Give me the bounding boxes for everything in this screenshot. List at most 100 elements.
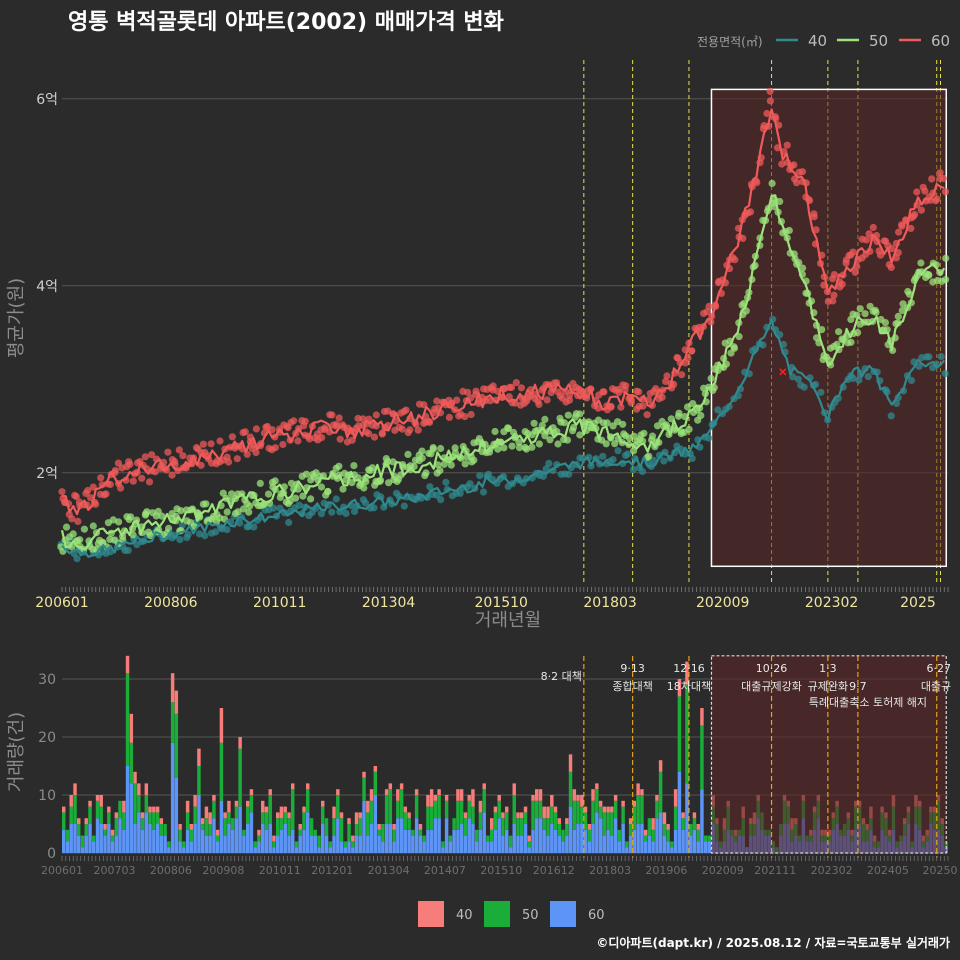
scatter-point-60 (125, 458, 133, 466)
bar-50 (388, 789, 393, 824)
scatter-point-60 (766, 97, 775, 105)
bar-50 (268, 795, 272, 824)
bar-60 (670, 847, 674, 853)
bar-50 (467, 800, 471, 819)
scatter-point-60 (216, 437, 224, 445)
scatter-point-50 (611, 440, 619, 448)
bar-60 (531, 829, 535, 853)
bar-60 (561, 841, 565, 853)
bar-60 (73, 824, 77, 853)
legend-label-40: 40 (808, 32, 827, 50)
bar-60 (501, 835, 505, 853)
bar-40 (287, 812, 291, 819)
bottom-legend-key-60 (550, 901, 576, 927)
bar-60 (647, 835, 652, 853)
bar-50 (411, 829, 415, 836)
scatter-point-50 (563, 436, 572, 444)
bar-50 (238, 748, 242, 807)
bar-50 (227, 812, 231, 824)
bar-60 (628, 835, 633, 853)
scatter-point-40 (937, 353, 945, 361)
bar-60 (242, 835, 246, 853)
bar-60 (144, 812, 149, 853)
bar-50 (140, 818, 145, 830)
bar-40 (467, 795, 471, 801)
bar-60 (283, 824, 287, 853)
bottom-legend-label-50: 50 (522, 908, 539, 923)
scatter-point-50 (560, 419, 568, 427)
bar-60 (441, 847, 445, 853)
scatter-point-60 (887, 263, 895, 271)
bar-50 (689, 824, 693, 836)
bar-60 (152, 829, 156, 853)
bar-50 (572, 800, 577, 830)
bar-40 (666, 824, 670, 830)
bar-50 (426, 806, 430, 830)
bar-60 (478, 829, 483, 853)
bar-60 (215, 841, 220, 853)
scatter-point-60 (607, 402, 615, 410)
scatter-point-40 (907, 376, 916, 385)
bar-50 (73, 795, 77, 824)
bar-60 (689, 835, 693, 853)
scatter-point-50 (508, 442, 516, 450)
bar-50 (208, 824, 212, 836)
scatter-point-60 (798, 168, 807, 176)
top-ytick-label: 2억 (36, 466, 58, 482)
scatter-point-50 (69, 530, 77, 538)
bar-60 (65, 841, 70, 853)
scatter-point-40 (479, 488, 488, 496)
bar-50 (437, 795, 441, 819)
bar-50 (546, 818, 550, 836)
scatter-point-50 (410, 462, 418, 471)
bar-60 (467, 818, 471, 853)
bar-60 (456, 829, 460, 853)
bottom-xtick-label: 201011 (259, 864, 301, 877)
bar-60 (512, 824, 516, 853)
bar-50 (696, 829, 700, 842)
bar-60 (553, 829, 558, 853)
scatter-point-50 (835, 328, 843, 336)
bar-50 (373, 771, 378, 795)
bar-50 (643, 835, 648, 842)
bar-50 (565, 824, 569, 836)
bar-40 (403, 806, 408, 813)
scatter-point-40 (688, 454, 696, 462)
scatter-point-60 (148, 451, 156, 459)
bar-60 (114, 835, 119, 853)
bar-60 (294, 847, 299, 853)
bar-50 (704, 835, 708, 842)
annotation-sublabel: 규제완화 (808, 680, 848, 693)
bar-50 (65, 829, 70, 842)
bar-40 (662, 812, 667, 824)
bottom-ytick-label: 0 (47, 846, 56, 862)
bar-50 (396, 800, 400, 819)
bar-60 (170, 742, 175, 853)
scatter-point-50 (360, 484, 368, 492)
bar-40 (306, 783, 310, 790)
bar-50 (317, 835, 321, 848)
scatter-point-60 (129, 477, 137, 485)
bar-40 (73, 783, 77, 795)
scatter-point-60 (233, 455, 241, 463)
scatter-point-60 (688, 347, 696, 355)
scatter-point-50 (80, 525, 88, 533)
bar-40 (557, 818, 562, 824)
bar-50 (628, 824, 633, 836)
bar-50 (80, 835, 85, 848)
scatter-point-50 (528, 443, 536, 451)
bar-60 (651, 841, 655, 853)
bar-60 (666, 841, 670, 853)
scatter-point-50 (246, 502, 254, 510)
bar-60 (396, 818, 400, 853)
scatter-point-60 (739, 234, 747, 242)
bar-50 (264, 812, 269, 830)
bar-40 (523, 806, 528, 813)
scatter-point-50 (491, 427, 499, 436)
bottom-xtick-label: 201906 (645, 864, 687, 877)
bar-40 (366, 800, 370, 813)
bar-60 (444, 818, 449, 853)
scatter-point-60 (830, 291, 838, 299)
bar-40 (140, 812, 145, 819)
bar-60 (696, 841, 700, 853)
